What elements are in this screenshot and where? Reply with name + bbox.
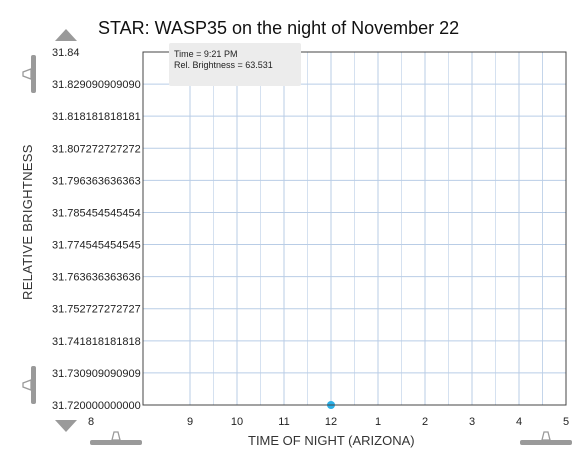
x-tick-label: 9 (187, 416, 193, 428)
x-tick-label: 8 (88, 416, 94, 428)
tooltip-brightness: Rel. Brightness = 63.531 (174, 60, 273, 70)
x-tick-label: 10 (231, 416, 243, 428)
y-tick-label: 31.818181818181 (52, 111, 141, 123)
x-left-slider-handle-icon[interactable] (90, 430, 142, 448)
x-tick-label: 4 (516, 416, 522, 428)
y-tick-label: 31.785454545454 (52, 207, 141, 219)
x-tick-label: 1 (375, 416, 381, 428)
x-tick-label: 3 (469, 416, 475, 428)
grid-lines (143, 51, 567, 406)
y-tick-label: 31.84 (52, 47, 80, 59)
y-tick-label: 31.752727272727 (52, 304, 141, 316)
x-axis-label: TIME OF NIGHT (ARIZONA) (248, 433, 415, 448)
y-tick-label: 31.796363636363 (52, 175, 141, 187)
y-tick-label: 31.741818181818 (52, 336, 141, 348)
data-points (197, 48, 335, 409)
x-tick-label: 11 (278, 416, 289, 428)
y-tick-labels: 31.84 31.829090909090 31.818181818181 31.80… (52, 47, 141, 412)
plot-frame (142, 51, 567, 406)
tooltip-time: Time = 9:21 PM (174, 49, 238, 59)
y-tick-label: 31.774545454545 (52, 240, 141, 252)
y-tick-label: 31.807272727272 (52, 143, 141, 155)
y-scroll-up-icon[interactable] (55, 29, 77, 41)
point-tooltip: Time = 9:21 PM Rel. Brightness = 63.531 (169, 43, 301, 86)
x-tick-label: 2 (422, 416, 428, 428)
y-tick-label: 31.730909090909 (52, 368, 141, 380)
x-tick-label: 5 (563, 416, 569, 428)
y-bottom-slider-handle-icon[interactable] (22, 366, 38, 404)
y-top-slider-handle-icon[interactable] (22, 55, 38, 93)
y-tick-label: 31.720000000000 (52, 400, 141, 412)
y-tick-label: 31.763636363636 (52, 272, 141, 284)
y-scroll-down-icon[interactable] (55, 420, 77, 432)
x-right-slider-handle-icon[interactable] (520, 430, 572, 448)
chart-title: STAR: WASP35 on the night of November 22 (98, 18, 460, 38)
x-tick-labels: 8 9 10 11 12 1 2 3 4 5 (88, 416, 569, 428)
x-tick-label: 12 (325, 416, 337, 428)
y-axis-label: RELATIVE BRIGHTNESS (20, 144, 35, 300)
y-tick-label: 31.829090909090 (52, 79, 141, 91)
